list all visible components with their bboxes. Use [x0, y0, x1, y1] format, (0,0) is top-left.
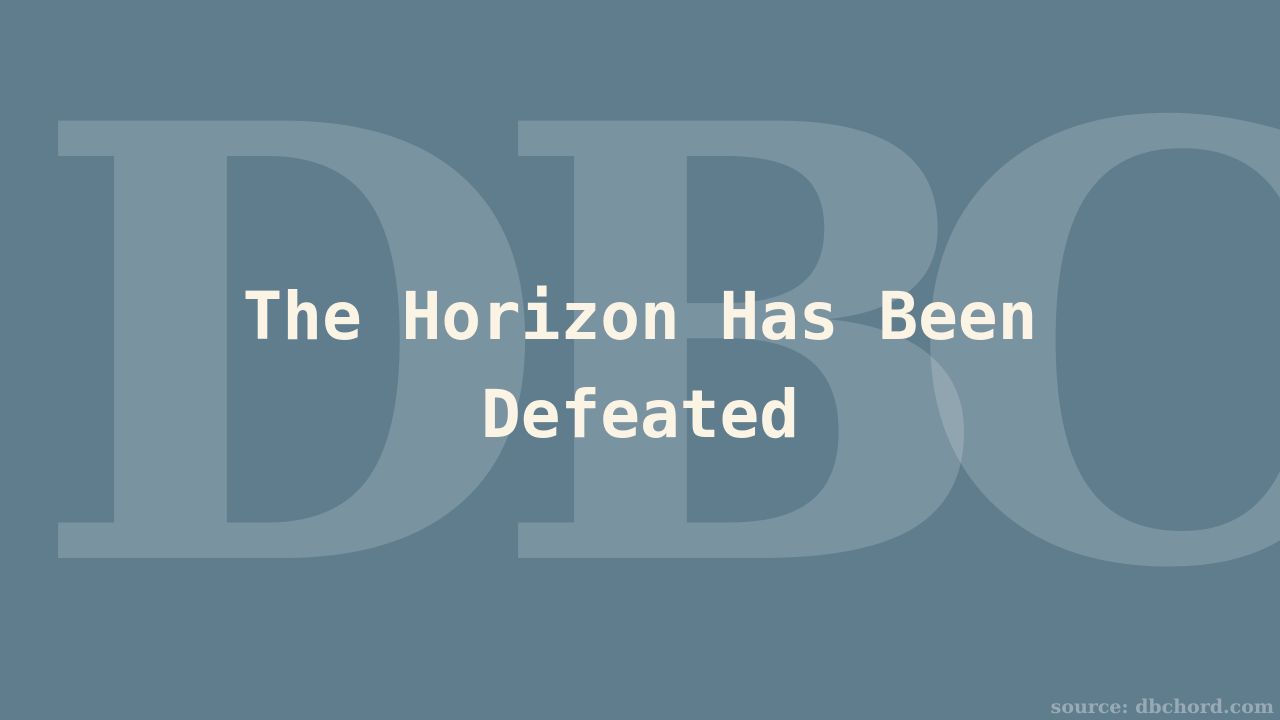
song-title: The Horizon Has Been Defeated	[140, 268, 1140, 464]
watermark-letter-c: C	[905, 0, 1280, 700]
song-title-line-1: The Horizon Has Been	[242, 278, 1038, 355]
watermark-letter-d: D	[30, 0, 551, 700]
source-credit: source: dbchord.com	[1050, 696, 1274, 718]
song-title-line-2: Defeated	[481, 376, 799, 453]
watermark-letter-b: B	[490, 0, 998, 700]
